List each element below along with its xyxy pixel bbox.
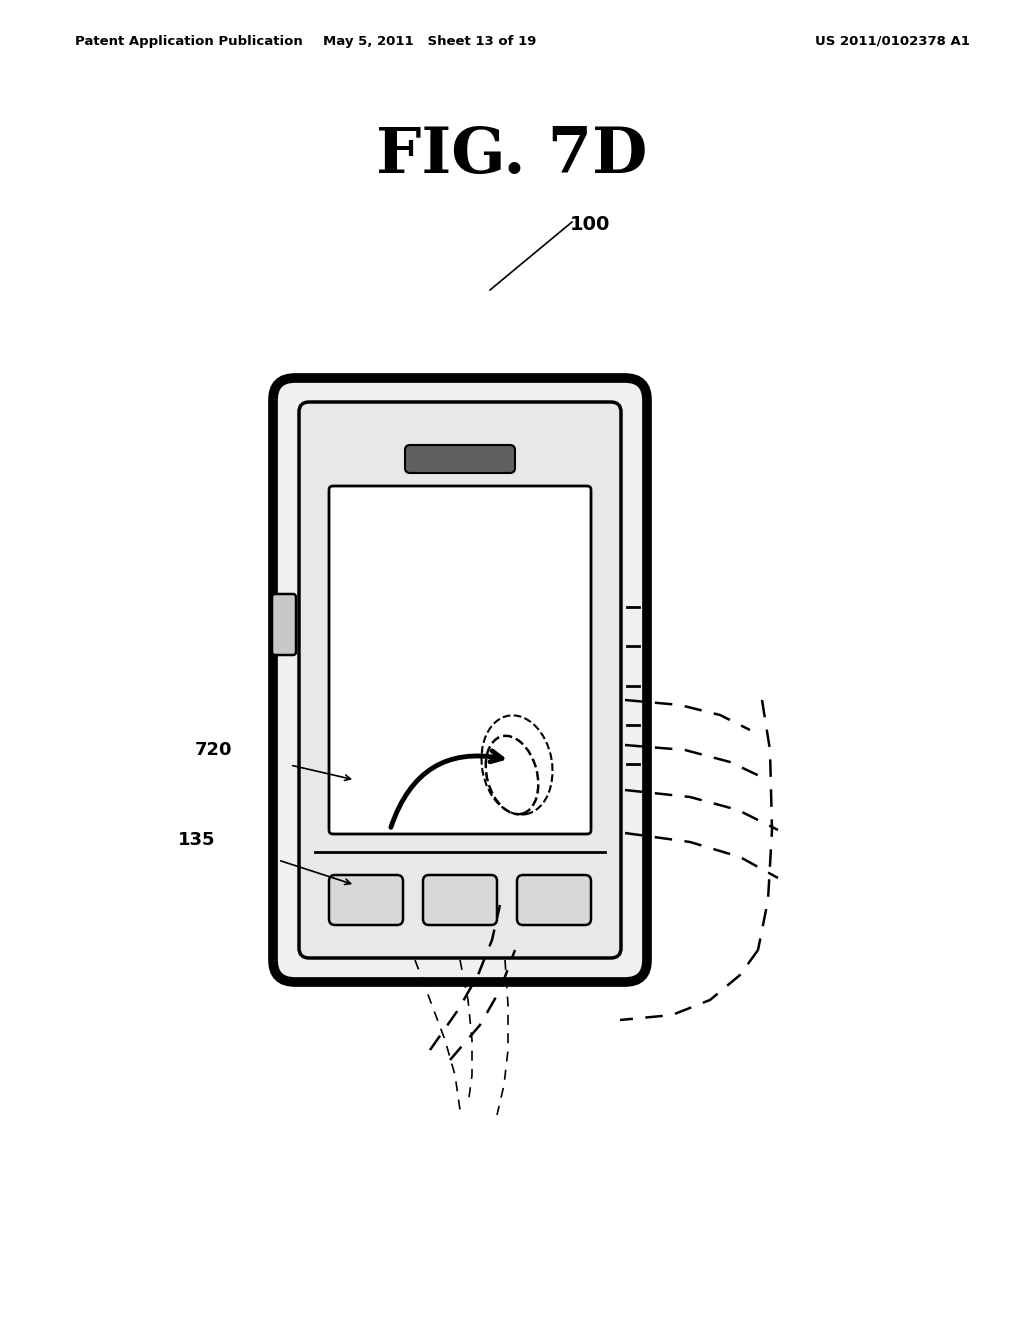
FancyBboxPatch shape <box>329 875 403 925</box>
Text: 720: 720 <box>195 741 232 759</box>
FancyBboxPatch shape <box>517 875 591 925</box>
Text: 100: 100 <box>570 215 610 234</box>
Text: Patent Application Publication: Patent Application Publication <box>75 36 303 48</box>
FancyBboxPatch shape <box>272 594 296 655</box>
FancyBboxPatch shape <box>273 378 647 982</box>
Text: May 5, 2011   Sheet 13 of 19: May 5, 2011 Sheet 13 of 19 <box>324 36 537 48</box>
FancyBboxPatch shape <box>423 875 497 925</box>
Text: US 2011/0102378 A1: US 2011/0102378 A1 <box>815 36 970 48</box>
Text: FIG. 7D: FIG. 7D <box>376 125 648 186</box>
FancyBboxPatch shape <box>299 403 621 958</box>
Text: 135: 135 <box>178 832 215 849</box>
FancyBboxPatch shape <box>329 486 591 834</box>
FancyBboxPatch shape <box>406 445 515 473</box>
